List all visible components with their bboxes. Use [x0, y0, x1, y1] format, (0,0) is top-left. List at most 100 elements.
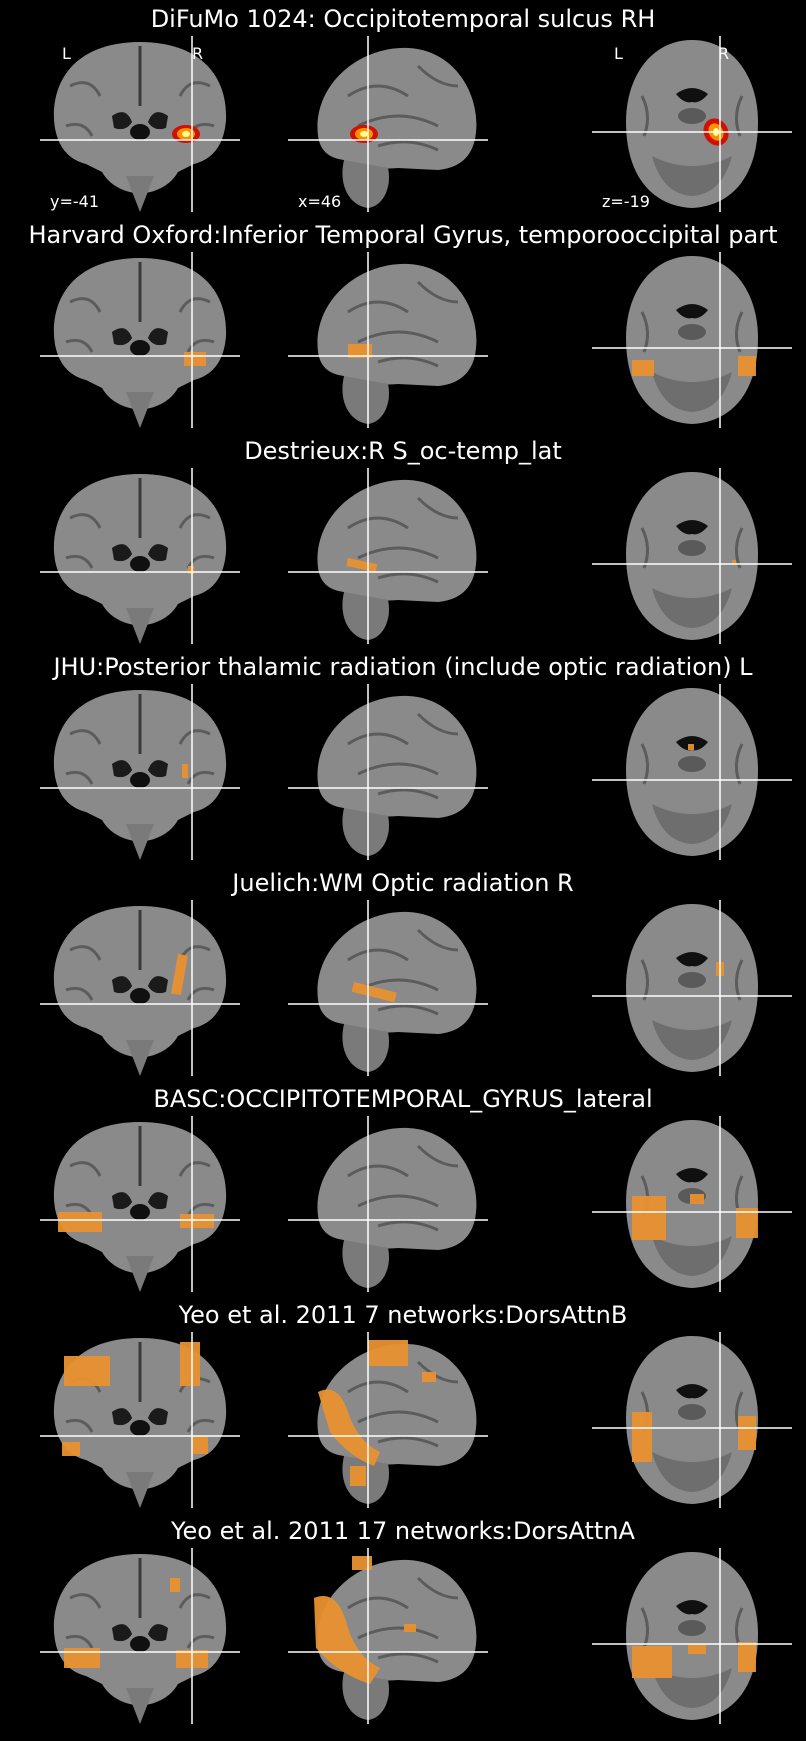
atlas-region-overlay [632, 1646, 672, 1678]
sagittal-coordinate-label: x=46 [298, 192, 342, 211]
panel-title: Destrieux:R S_oc-temp_lat [244, 437, 562, 465]
atlas-region-overlay [184, 352, 206, 366]
orientation-left-label: L [62, 44, 71, 63]
brain-slice [317, 479, 477, 640]
axial-slice-view [592, 900, 792, 1076]
panel-title: Yeo et al. 2011 7 networks:DorsAttnB [178, 1301, 628, 1329]
panel-title: DiFuMo 1024: Occipitotemporal sulcus RH [150, 5, 656, 33]
sagittal-slice-image [288, 684, 488, 860]
axial-coordinate-label: z=-19 [602, 192, 650, 211]
brain-slice [53, 1554, 227, 1724]
orientation-left-label: L [614, 44, 623, 63]
atlas-region-overlay [62, 1442, 80, 1456]
axial-slice-image [592, 1332, 792, 1508]
atlas-region-overlay [180, 1214, 214, 1228]
axial-slice-image [592, 468, 792, 644]
sagittal-slice-view: x=46 [288, 36, 488, 212]
brain-slice [626, 904, 758, 1072]
brain-slice [53, 42, 227, 212]
coronal-slice-view [40, 468, 240, 644]
coronal-slice-view [40, 900, 240, 1076]
axial-slice-image [592, 1548, 792, 1724]
sagittal-slice-image [288, 1548, 488, 1724]
axial-slice-view [592, 252, 792, 428]
atlas-region-overlay [422, 1372, 436, 1382]
sagittal-slice-view [288, 1548, 488, 1724]
orientation-right-label: R [718, 44, 730, 63]
coronal-slice-view [40, 684, 240, 860]
brain-slice [317, 1127, 477, 1288]
brain-slice [53, 474, 227, 644]
sagittal-slice-view [288, 900, 488, 1076]
sagittal-slice-image [288, 252, 488, 428]
brain-slice [317, 695, 477, 856]
coronal-slice-image [40, 1332, 240, 1508]
atlas-panel: Harvard Oxford:Inferior Temporal Gyrus, … [0, 216, 806, 432]
brain-slice [53, 906, 227, 1076]
brain-slice [53, 258, 227, 428]
atlas-panel: Yeo et al. 2011 17 networks:DorsAttnA [0, 1512, 806, 1728]
atlas-region-overlay [732, 560, 736, 564]
atlas-region-overlay [738, 1416, 756, 1450]
coronal-slice-view [40, 252, 240, 428]
atlas-region-overlay [171, 953, 188, 996]
atlas-region-overlay [350, 1466, 366, 1486]
atlas-region-overlay [736, 1208, 758, 1238]
axial-slice-view [592, 1548, 792, 1724]
atlas-panel: Juelich:WM Optic radiation R [0, 864, 806, 1080]
coronal-slice-image [40, 900, 240, 1076]
brain-slice [53, 1122, 227, 1292]
panel-title: JHU:Posterior thalamic radiation (includ… [53, 653, 753, 681]
atlas-region-overlay [690, 1194, 704, 1204]
atlas-region-overlay [182, 131, 190, 137]
brain-slice [53, 690, 227, 860]
sagittal-slice-view [288, 1332, 488, 1508]
atlas-region-overlay [632, 360, 654, 376]
axial-slice-image [592, 1116, 792, 1292]
atlas-region-overlay [182, 764, 188, 778]
sagittal-slice-view [288, 468, 488, 644]
panel-title: Juelich:WM Optic radiation R [232, 869, 574, 897]
atlas-region-overlay [64, 1356, 110, 1386]
axial-slice-view [592, 1116, 792, 1292]
brain-slice [626, 256, 758, 424]
atlas-panel: JHU:Posterior thalamic radiation (includ… [0, 648, 806, 864]
atlas-region-overlay [632, 1412, 652, 1462]
coronal-slice-view [40, 1116, 240, 1292]
brain-slice [317, 911, 477, 1072]
axial-slice-image [592, 684, 792, 860]
coronal-coordinate-label: y=-41 [50, 192, 100, 211]
orientation-right-label: R [192, 44, 204, 63]
atlas-region-overlay [368, 1340, 408, 1366]
coronal-slice-image [40, 252, 240, 428]
brain-slice [317, 263, 477, 424]
axial-slice-view [592, 684, 792, 860]
coronal-slice-image [40, 1548, 240, 1724]
atlas-region-overlay [318, 1389, 380, 1466]
sagittal-slice-image [288, 468, 488, 644]
atlas-region-overlay [404, 1624, 416, 1632]
atlas-region-overlay [58, 1212, 102, 1232]
brain-slice [626, 688, 758, 856]
brain-slice [626, 40, 758, 208]
coronal-slice-image [40, 468, 240, 644]
sagittal-slice-image [288, 36, 488, 212]
atlas-region-overlay [738, 1642, 756, 1672]
atlas-panel: BASC:OCCIPITOTEMPORAL_GYRUS_lateral [0, 1080, 806, 1296]
sagittal-slice-image [288, 1116, 488, 1292]
atlas-panel: Yeo et al. 2011 7 networks:DorsAttnB [0, 1296, 806, 1512]
atlas-region-overlay [188, 566, 194, 574]
axial-slice-view [592, 468, 792, 644]
atlas-region-overlay [632, 1196, 666, 1240]
atlas-panel: DiFuMo 1024: Occipitotemporal sulcus RH L… [0, 0, 806, 216]
atlas-region-overlay [360, 131, 368, 137]
atlas-region-overlay [352, 1556, 372, 1570]
panel-title: Harvard Oxford:Inferior Temporal Gyrus, … [28, 221, 778, 249]
sagittal-slice-view [288, 1116, 488, 1292]
panel-title: Yeo et al. 2011 17 networks:DorsAttnA [171, 1517, 635, 1545]
panel-title: BASC:OCCIPITOTEMPORAL_GYRUS_lateral [153, 1085, 653, 1113]
coronal-slice-image [40, 684, 240, 860]
atlas-region-overlay [192, 1436, 208, 1454]
